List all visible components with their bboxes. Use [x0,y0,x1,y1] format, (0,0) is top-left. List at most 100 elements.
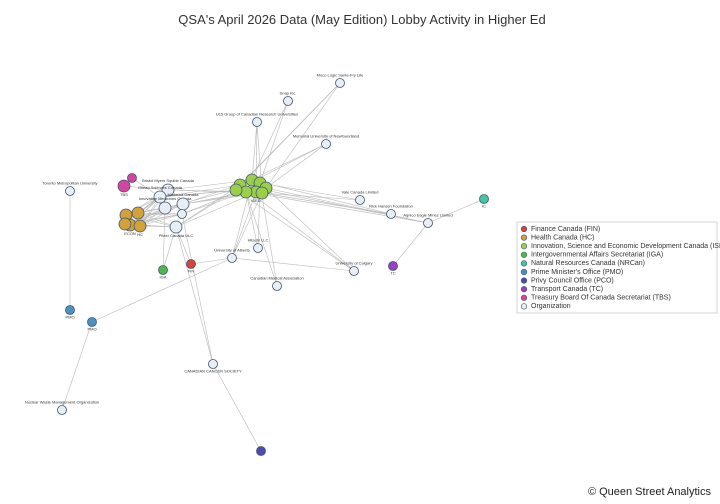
node [65,186,75,196]
node [161,183,175,197]
node [255,186,269,200]
legend-swatch [520,251,528,258]
legend-swatch [520,277,528,284]
node-label: University of Alberta [214,248,250,253]
node-label: TC [390,271,395,276]
node [65,305,75,315]
edge [162,207,166,271]
edge [175,189,237,228]
legend-label: Privy Council Office (PCO) [531,277,614,284]
node-label: Hitachi LLC [248,238,269,243]
node [169,220,183,234]
legend: Finance Canada (FIN)Health Canada (HC) In… [520,225,720,310]
node-label: Nuclear Waste Management Organization [25,400,99,405]
node [321,139,331,149]
legend-label: Finance Canada (FIN) [531,226,600,233]
legend-swatch [520,294,528,301]
node-label: FIN [188,269,195,274]
edge [231,192,263,259]
node-label: Moco Logic Sante-Fry Lite [317,73,364,78]
edge [139,213,183,227]
legend-label: Intergovernmental Affairs Secretariat (I… [531,252,663,259]
node-label: IC [482,204,486,209]
legend-label: Innovation, Science and Economic Develop… [531,243,720,250]
node [158,201,172,215]
nodes: Moco Logic Sante-Fry Lite Snap Inc. U15 Gr… [25,73,489,456]
edge [251,121,258,181]
node-label: Snap Inc. [280,91,297,96]
node-label: Moderna Canada [168,192,200,197]
edge [137,212,183,215]
legend-label: Organization [531,303,571,310]
node [335,78,345,88]
legend-swatch [520,243,528,250]
edge [139,203,184,227]
legend-swatch [520,260,528,267]
node [158,265,168,275]
legend-label: Health Canada (HC) [531,234,594,241]
edge [231,191,257,259]
edge [175,226,214,365]
legend-label: Treasury Board Of Canada Secretariat (TB… [531,295,671,302]
edge [265,187,355,272]
node [133,219,147,233]
legend-swatch [520,303,528,310]
node-label: PMO [65,315,74,320]
edge [265,82,341,189]
node-label: Canadian Medical Association [250,276,303,281]
edge [159,189,237,198]
node [423,218,433,228]
title: QSA's April 2026 Data (May Edition) Lobb… [178,12,545,27]
legend-label: Transport Canada (TC) [531,286,603,293]
edge [259,100,289,184]
edge [123,185,169,191]
node [57,405,67,415]
node [229,183,243,197]
footer: © Queen Street Analytics [588,486,712,498]
node [349,266,359,276]
node [177,209,187,219]
node [87,317,97,327]
edge [245,191,278,287]
node-label: University of Calgary [336,261,373,266]
node [283,96,293,106]
node-label: Agnico Eagle Mines Limited [403,213,452,218]
node-label: IGA [160,275,167,280]
edge [181,213,214,365]
node [117,179,131,193]
edge [162,226,177,271]
edge [125,196,161,216]
edge [259,182,278,287]
node-label: HC [137,232,143,237]
node [256,446,266,456]
node [479,194,489,204]
edge [231,257,355,272]
legend-swatch [520,268,528,276]
legend-swatch [520,234,528,241]
legend-swatch [520,286,528,293]
node-label: Toronto Metropolitan University [42,181,97,186]
node-label: Memorial University of Newfoundland [293,134,359,139]
legend-label: Prime Minister's Office (PMO) [531,269,623,276]
node-label: Gilead Sciences Canada [138,185,183,190]
node-label: Vale Canada Limited [342,190,379,195]
edges [61,82,485,452]
edge [235,189,355,272]
node [272,281,282,291]
node-label: ECON [124,231,136,236]
node [176,197,190,211]
node [386,209,396,219]
node-label: CANADIAN CANCER SOCIETY [184,369,242,374]
node-label: TBS [120,192,128,197]
edge [61,321,93,411]
node-label: Innovative Medicines Canada [139,196,192,201]
node-label: PMO [87,327,96,332]
edge [235,189,429,224]
node-label: Pfizer Canada ULC [159,233,194,238]
edge [261,192,392,215]
legend-box [516,221,718,314]
edge [245,191,259,249]
edge [235,82,341,191]
edge [175,226,192,265]
legend-swatch [520,225,528,233]
